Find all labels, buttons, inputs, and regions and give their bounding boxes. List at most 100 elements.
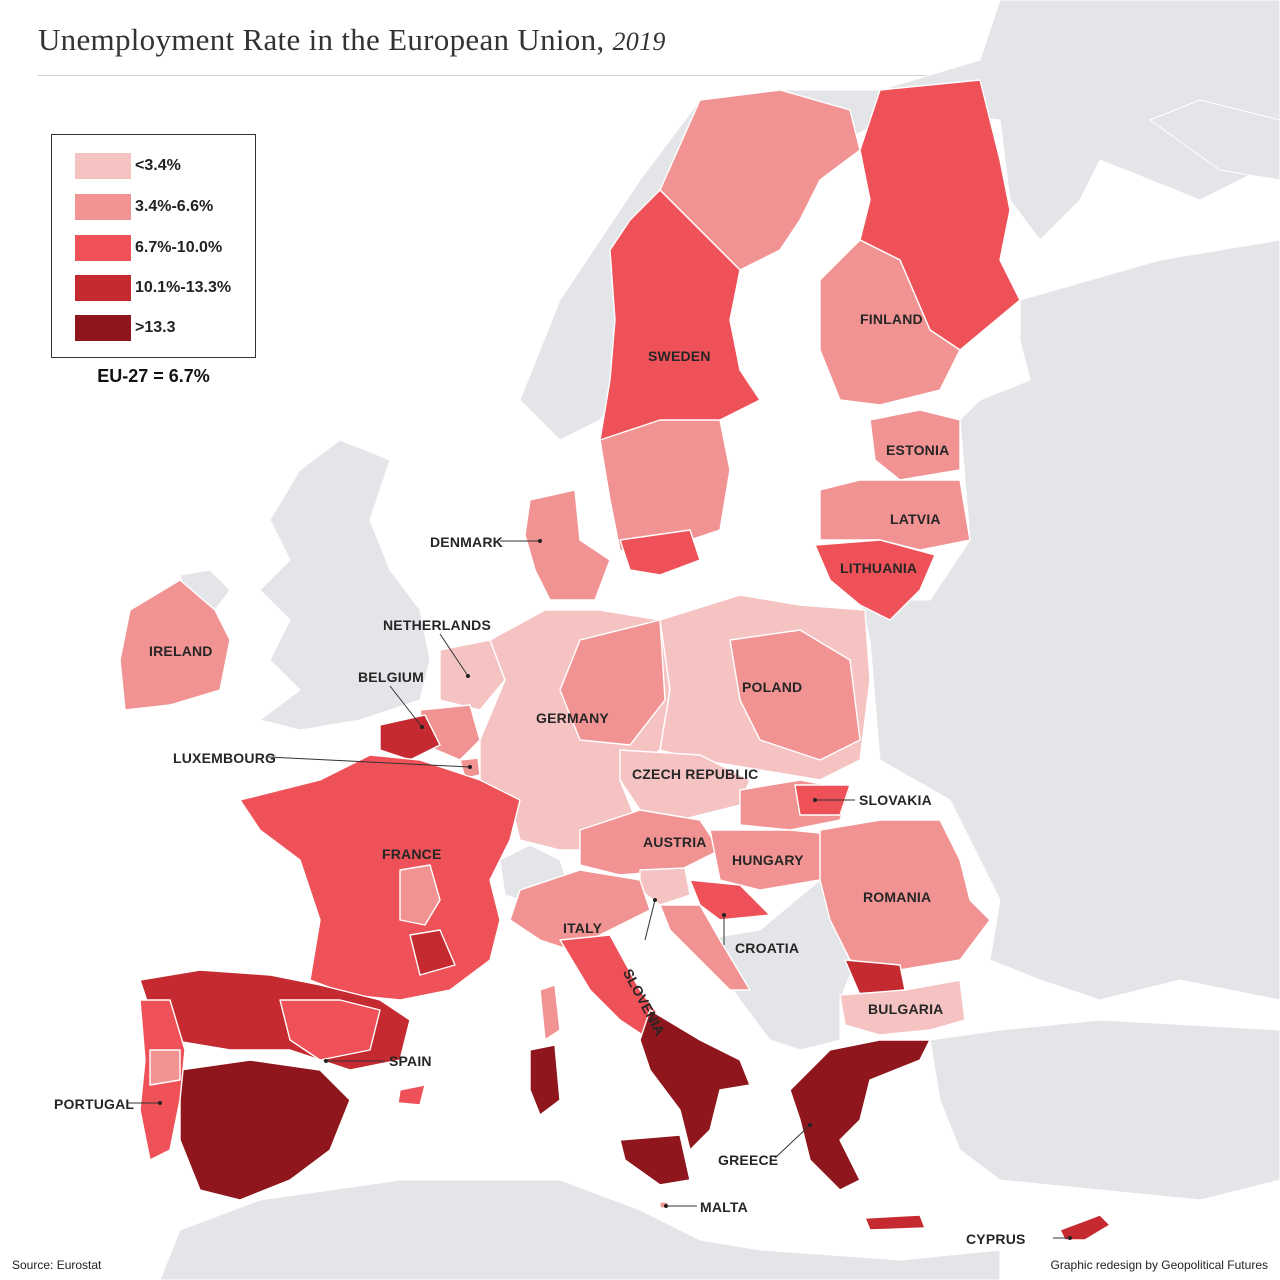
legend-swatch <box>75 315 131 341</box>
dot-malta <box>664 1204 668 1208</box>
legend-swatch <box>75 275 131 301</box>
land-russia-east <box>859 239 1280 1001</box>
legend-label: 3.4%-6.6% <box>135 198 214 215</box>
label-denmark: DENMARK <box>430 534 503 550</box>
source-note: Source: Eurostat <box>12 1258 102 1272</box>
region-denmark <box>524 489 611 601</box>
label-cyprus: CYPRUS <box>966 1231 1026 1247</box>
region-croatia <box>689 879 771 921</box>
label-sweden: SWEDEN <box>648 348 711 364</box>
region-balearics <box>397 1084 426 1106</box>
label-lithuania: LITHUANIA <box>840 560 918 576</box>
region-portugal-centre <box>149 1049 181 1086</box>
label-france: FRANCE <box>382 846 442 862</box>
leader-netherlands <box>439 633 469 677</box>
region-france-centre <box>399 864 441 926</box>
region-crete <box>864 1214 926 1231</box>
label-ireland: IRELAND <box>149 643 213 659</box>
label-spain: SPAIN <box>389 1053 432 1069</box>
dot-spain <box>324 1059 328 1063</box>
label-poland: POLAND <box>742 679 803 695</box>
land-turkey <box>929 1019 1280 1201</box>
eu-countries <box>119 79 1111 1241</box>
land-north-africa <box>159 1179 1001 1280</box>
label-slovakia: SLOVAKIA <box>859 792 932 808</box>
legend-swatch <box>75 235 131 261</box>
region-france <box>239 754 521 1001</box>
legend-label: <3.4% <box>135 157 181 174</box>
label-greece: GREECE <box>718 1152 779 1168</box>
label-latvia: LATVIA <box>890 511 941 527</box>
dot-greece <box>808 1123 812 1127</box>
region-france-south <box>409 929 456 976</box>
legend-swatch <box>75 194 131 220</box>
legend-item: >13.3 <box>75 315 175 341</box>
dot-netherlands <box>466 674 470 678</box>
legend-item: 10.1%-13.3% <box>75 275 231 301</box>
region-sardinia <box>529 1044 561 1116</box>
dot-croatia <box>722 913 726 917</box>
map-title-year: 2019 <box>612 27 666 56</box>
legend-label: 6.7%-10.0% <box>135 239 223 256</box>
dot-denmark <box>538 539 542 543</box>
dot-portugal <box>158 1101 162 1105</box>
region-bulgaria-north <box>844 959 906 996</box>
leader-greece <box>774 1124 811 1159</box>
map-title: Unemployment Rate in the European Union,… <box>38 22 666 58</box>
region-bulgaria <box>839 979 966 1036</box>
legend-label: >13.3 <box>135 319 176 336</box>
region-belgium-wallonia <box>379 714 441 761</box>
label-hungary: HUNGARY <box>732 852 804 868</box>
label-estonia: ESTONIA <box>886 442 950 458</box>
dot-luxembourg <box>468 765 472 769</box>
leader-dots <box>158 539 1072 1240</box>
region-czech <box>619 749 751 821</box>
legend-swatch <box>75 153 131 179</box>
eu-average: EU-27 = 6.7% <box>97 366 210 386</box>
legend-item: 6.7%-10.0% <box>75 235 222 261</box>
map-title-text: Unemployment Rate in the European Union, <box>38 22 605 57</box>
region-croatia-coast <box>659 904 751 991</box>
region-finland-south <box>819 239 961 406</box>
region-cyprus <box>1059 1214 1111 1241</box>
label-bulgaria: BULGARIA <box>868 1001 944 1017</box>
region-ireland <box>119 579 231 711</box>
label-czech-republic: CZECH REPUBLIC <box>632 766 759 782</box>
label-italy: ITALY <box>563 920 603 936</box>
region-corsica <box>539 984 561 1041</box>
dot-cyprus <box>1068 1236 1072 1240</box>
region-slovenia <box>639 867 691 906</box>
region-sicily <box>619 1134 691 1186</box>
region-lithuania <box>814 539 936 621</box>
dot-slovakia <box>813 798 817 802</box>
dot-belgium <box>420 725 424 729</box>
label-finland: FINLAND <box>860 311 923 327</box>
region-greece <box>789 1039 931 1191</box>
label-belgium: BELGIUM <box>358 669 424 685</box>
region-estonia <box>869 409 961 481</box>
region-romania <box>819 819 991 971</box>
label-romania: ROMANIA <box>863 889 932 905</box>
title-divider <box>38 75 1240 76</box>
legend-item: <3.4% <box>75 153 181 179</box>
label-croatia: CROATIA <box>735 940 800 956</box>
region-spain-south <box>179 1059 351 1201</box>
region-sweden-skane <box>619 529 701 576</box>
land-uk <box>258 439 431 731</box>
region-poland-central <box>729 629 861 761</box>
land-balkans <box>699 879 861 1051</box>
leader-slovenia <box>644 899 656 941</box>
credit-note: Graphic redesign by Geopolitical Futures <box>1050 1258 1268 1272</box>
label-austria: AUSTRIA <box>643 834 707 850</box>
label-netherlands: NETHERLANDS <box>383 617 491 633</box>
region-latvia <box>819 479 971 551</box>
legend-label: 10.1%-13.3% <box>135 279 232 296</box>
label-portugal: PORTUGAL <box>54 1096 135 1112</box>
legend: <3.4% 3.4%-6.6% 6.7%-10.0% 10.1%-13.3% >… <box>51 134 256 358</box>
land-iceland-norway-edge <box>1148 99 1280 181</box>
label-luxembourg: LUXEMBOURG <box>173 750 277 766</box>
region-austria <box>579 809 721 876</box>
region-spain-east <box>279 999 381 1061</box>
region-italy-south <box>639 1009 751 1151</box>
